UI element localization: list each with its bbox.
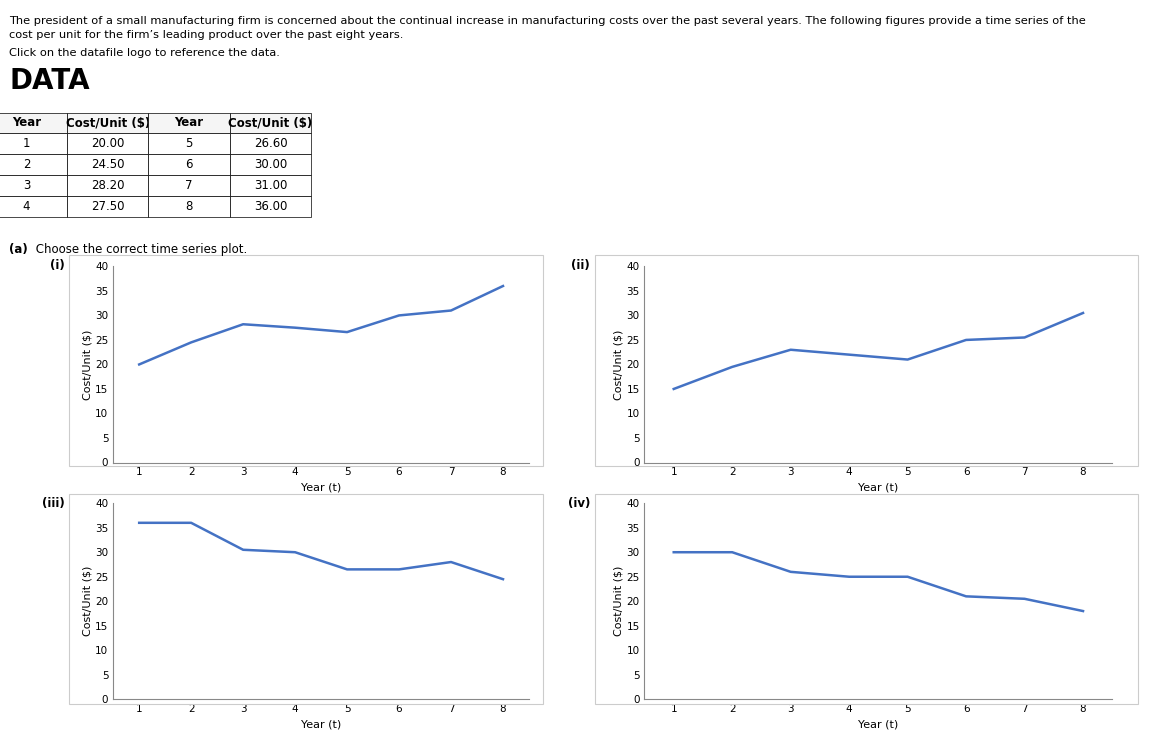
Text: (ii): (ii) [572,259,590,272]
X-axis label: Year (t): Year (t) [858,720,899,730]
Text: (a): (a) [9,243,28,256]
Y-axis label: Cost/Unit ($): Cost/Unit ($) [613,566,624,636]
Text: (iv): (iv) [568,497,590,511]
X-axis label: Year (t): Year (t) [301,483,341,493]
Text: The president of a small manufacturing firm is concerned about the continual inc: The president of a small manufacturing f… [9,16,1086,27]
Y-axis label: Cost/Unit ($): Cost/Unit ($) [82,329,92,400]
Y-axis label: Cost/Unit ($): Cost/Unit ($) [82,566,92,636]
Text: (i): (i) [50,259,65,272]
Text: file: file [91,73,114,86]
Text: Choose the correct time series plot.: Choose the correct time series plot. [32,243,247,256]
Text: cost per unit for the firm’s leading product over the past eight years.: cost per unit for the firm’s leading pro… [9,30,403,40]
Text: DATA: DATA [9,67,90,95]
Text: (iii): (iii) [42,497,65,511]
Text: Click on the datafile logo to reference the data.: Click on the datafile logo to reference … [9,48,281,58]
X-axis label: Year (t): Year (t) [301,720,341,730]
Y-axis label: Cost/Unit ($): Cost/Unit ($) [613,329,624,400]
X-axis label: Year (t): Year (t) [858,483,899,493]
